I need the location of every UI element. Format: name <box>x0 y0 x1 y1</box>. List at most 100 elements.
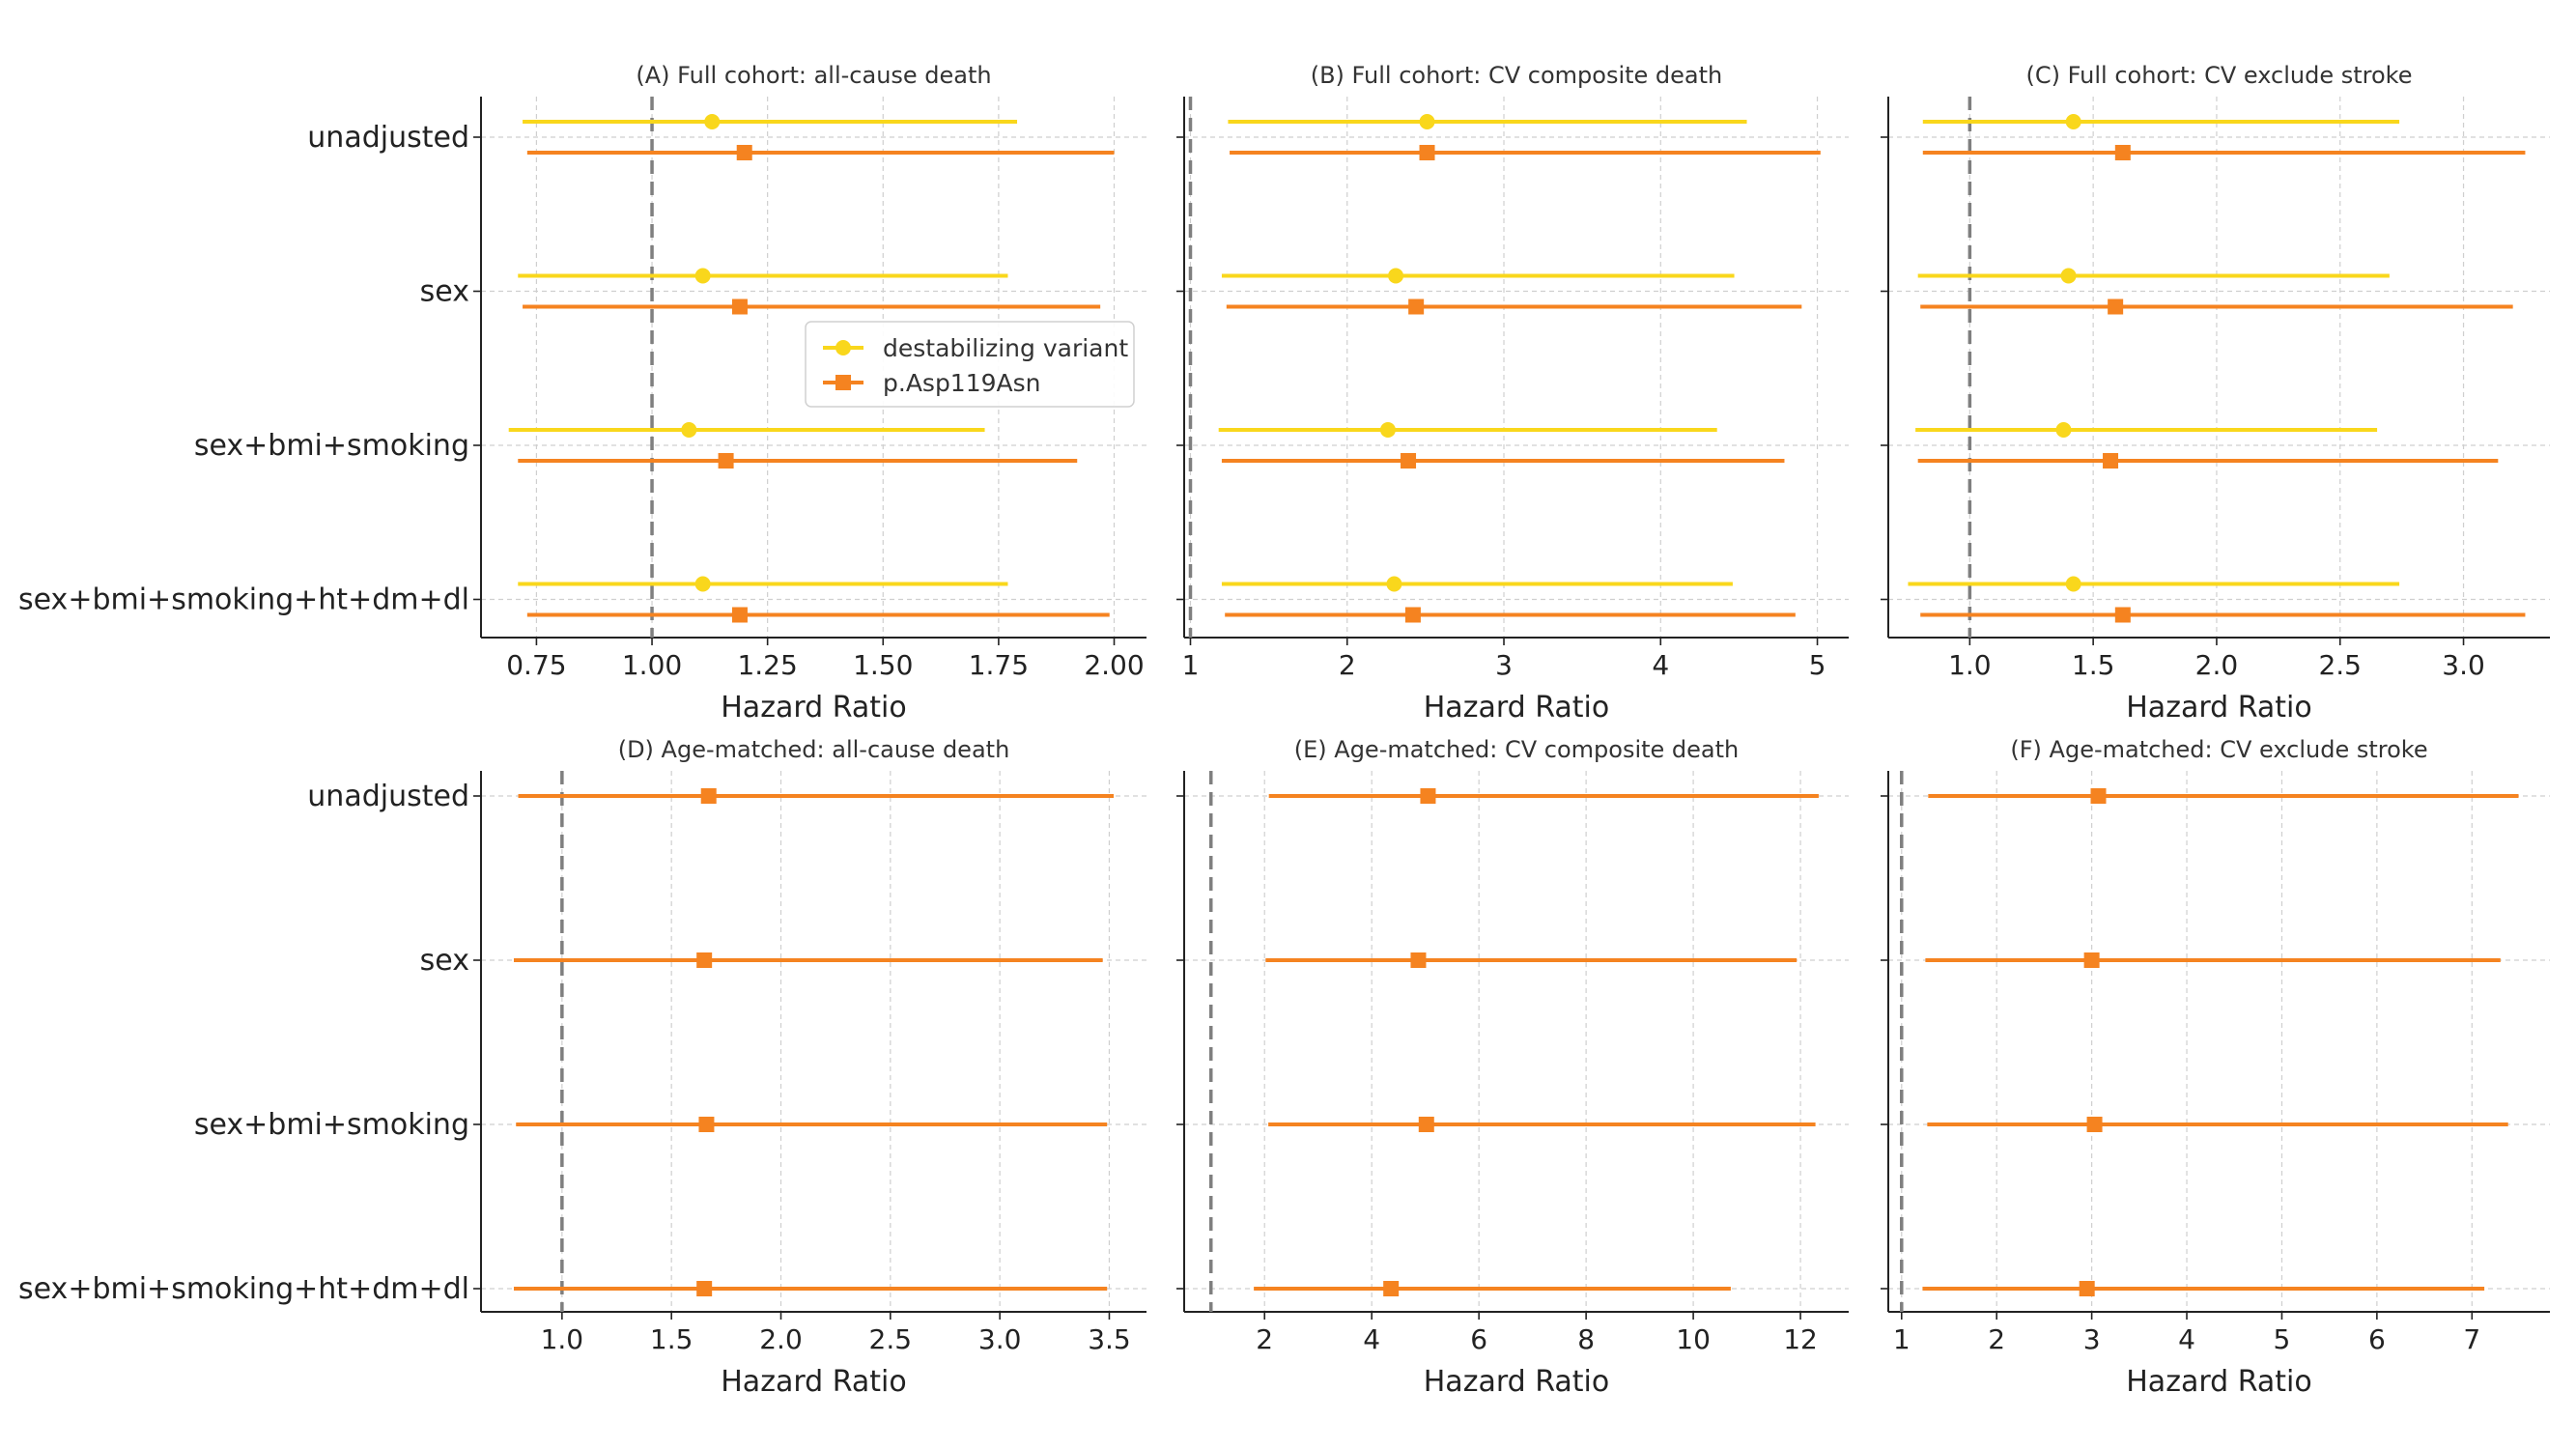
panel-title: (F) Age-matched: CV exclude stroke <box>2010 736 2427 763</box>
hr-point-p-asp119asn-sex <box>1408 298 1425 315</box>
panel-title: (B) Full cohort: CV composite death <box>1311 62 1723 89</box>
legend-box <box>805 321 1135 408</box>
x-tick-label: 2 <box>1256 1323 1273 1355</box>
hr-point-p-asp119asn-sex-bmi-smoking <box>1418 1117 1434 1132</box>
x-tick-label: 6 <box>2368 1323 2386 1355</box>
x-tick-label: 1 <box>1893 1323 1911 1355</box>
hr-point-destabilizing-variant-sex-bmi-smoking <box>2055 422 2072 438</box>
x-axis-title: Hazard Ratio <box>721 1365 906 1399</box>
hr-point-p-asp119asn-unadjusted <box>736 145 752 160</box>
legend: destabilizing variant p.Asp119Asn <box>805 321 1135 408</box>
hr-point-p-asp119asn-unadjusted <box>1419 145 1435 160</box>
hr-point-p-asp119asn-sex-bmi-smoking-ht-dm-dl <box>731 607 748 623</box>
panel-b: 1 2 3 4 5 (B) Full cohort: CV composite death… <box>1176 62 1849 724</box>
panel-title: (E) Age-matched: CV composite death <box>1294 736 1740 763</box>
hr-point-p-asp119asn-sex-bmi-smoking <box>1401 453 1417 469</box>
x-tick-label: 2 <box>1339 649 1356 681</box>
panel-e: 2 4 6 8 10 12 (E) Age-matched: CV composite de… <box>1176 736 1849 1399</box>
x-tick-label: 5 <box>1809 649 1826 681</box>
x-tick-label: 1.50 <box>853 649 913 681</box>
x-tick-label: 5 <box>2274 1323 2291 1355</box>
category-label-sex-bmi-smoking: sex+bmi+smoking <box>194 429 469 463</box>
x-tick-label: 2.0 <box>759 1323 803 1355</box>
legend-label-destabilizing-variant: destabilizing variant <box>883 334 1128 362</box>
x-tick-label: 3 <box>2083 1323 2101 1355</box>
panel-title: (A) Full cohort: all-cause death <box>636 62 991 89</box>
panel-title: (C) Full cohort: CV exclude stroke <box>2026 62 2413 89</box>
x-tick-label: 2.5 <box>2318 649 2362 681</box>
x-tick-label: 1.25 <box>737 649 797 681</box>
hr-point-destabilizing-variant-sex-bmi-smoking-ht-dm-dl <box>1386 576 1402 592</box>
x-tick-label: 1.75 <box>969 649 1029 681</box>
hr-point-p-asp119asn-sex-bmi-smoking <box>2086 1117 2103 1132</box>
hr-point-p-asp119asn-sex-bmi-smoking-ht-dm-dl <box>1404 607 1421 623</box>
x-tick-label: 6 <box>1470 1323 1487 1355</box>
x-tick-label: 3 <box>1495 649 1513 681</box>
hr-point-destabilizing-variant-sex <box>2060 268 2077 284</box>
x-tick-label: 10 <box>1676 1323 1711 1355</box>
x-axis-title: Hazard Ratio <box>2126 691 2311 724</box>
x-tick-label: 1 <box>1182 649 1200 681</box>
x-tick-label: 2.00 <box>1084 649 1144 681</box>
x-axis-title: Hazard Ratio <box>1424 1365 1609 1399</box>
legend-marker-destabilizing-variant <box>835 340 851 355</box>
x-tick-label: 3.0 <box>2442 649 2485 681</box>
hr-point-destabilizing-variant-unadjusted <box>1419 114 1435 129</box>
x-tick-label: 8 <box>1577 1323 1595 1355</box>
panel-d: 1.0 1.5 2.0 2.5 3.0 3.5 unadjusted sex sex+bmi+s… <box>18 736 1146 1399</box>
x-tick-label: 1.5 <box>2072 649 2115 681</box>
panel-f: 1 2 3 4 5 6 7 (F) Age-matched: CV exclude strok… <box>1881 736 2550 1399</box>
hr-point-destabilizing-variant-sex-bmi-smoking-ht-dm-dl <box>2065 576 2081 592</box>
panel-a: 0.75 1.00 1.25 1.50 1.75 2.00 unadjusted sex sex… <box>18 62 1146 724</box>
hr-point-p-asp119asn-sex <box>696 952 713 968</box>
category-label-unadjusted: unadjusted <box>307 780 469 813</box>
x-tick-label: 12 <box>1783 1323 1818 1355</box>
hr-point-p-asp119asn-unadjusted <box>2090 788 2107 804</box>
hr-point-p-asp119asn-sex-bmi-smoking-ht-dm-dl <box>2114 607 2131 623</box>
hr-point-p-asp119asn-sex-bmi-smoking-ht-dm-dl <box>2079 1281 2095 1296</box>
x-tick-label: 4 <box>1363 1323 1380 1355</box>
hr-point-p-asp119asn-sex <box>731 298 748 315</box>
hr-point-destabilizing-variant-sex-bmi-smoking <box>1379 422 1396 438</box>
hr-point-p-asp119asn-sex <box>2083 952 2100 968</box>
category-label-sex-bmi-smoking-ht-dm-dl: sex+bmi+smoking+ht+dm+dl <box>18 583 469 617</box>
category-label-unadjusted: unadjusted <box>307 121 469 155</box>
hr-point-p-asp119asn-sex-bmi-smoking-ht-dm-dl <box>696 1281 713 1296</box>
hr-point-destabilizing-variant-sex <box>1388 268 1404 284</box>
panel-c: 1.0 1.5 2.0 2.5 3.0 (C) Full cohort: CV exclu… <box>1881 62 2550 724</box>
hr-point-destabilizing-variant-sex-bmi-smoking <box>681 422 697 438</box>
hr-point-destabilizing-variant-sex-bmi-smoking-ht-dm-dl <box>694 576 711 592</box>
panel-title: (D) Age-matched: all-cause death <box>618 736 1010 763</box>
category-label-sex-bmi-smoking: sex+bmi+smoking <box>194 1108 469 1142</box>
x-tick-label: 3.5 <box>1088 1323 1131 1355</box>
x-tick-label: 0.75 <box>506 649 566 681</box>
x-tick-label: 2 <box>1988 1323 2005 1355</box>
hr-point-destabilizing-variant-sex <box>694 268 711 284</box>
x-tick-label: 1.0 <box>1948 649 1992 681</box>
legend-marker-p-asp119asn <box>835 375 851 390</box>
hr-point-p-asp119asn-sex-bmi-smoking <box>698 1117 715 1132</box>
hr-point-p-asp119asn-unadjusted <box>700 788 717 804</box>
hr-point-destabilizing-variant-unadjusted <box>704 114 721 129</box>
hr-point-p-asp119asn-sex-bmi-smoking <box>2103 453 2119 469</box>
x-tick-label: 2.5 <box>869 1323 913 1355</box>
hr-point-p-asp119asn-sex <box>2108 298 2124 315</box>
hr-point-p-asp119asn-sex <box>1410 952 1427 968</box>
legend-label-p-asp119asn: p.Asp119Asn <box>883 369 1041 397</box>
x-tick-label: 4 <box>1652 649 1669 681</box>
x-tick-label: 1.5 <box>650 1323 694 1355</box>
category-label-sex: sex <box>420 944 469 978</box>
x-axis-title: Hazard Ratio <box>721 691 906 724</box>
hr-point-p-asp119asn-sex-bmi-smoking <box>718 453 734 469</box>
x-tick-label: 7 <box>2463 1323 2480 1355</box>
x-tick-label: 4 <box>2178 1323 2195 1355</box>
x-tick-label: 1.0 <box>541 1323 584 1355</box>
hr-point-p-asp119asn-unadjusted <box>1420 788 1436 804</box>
hr-point-p-asp119asn-unadjusted <box>2114 145 2131 160</box>
category-label-sex-bmi-smoking-ht-dm-dl: sex+bmi+smoking+ht+dm+dl <box>18 1272 469 1306</box>
x-axis-title: Hazard Ratio <box>1424 691 1609 724</box>
category-label-sex: sex <box>420 275 469 309</box>
x-tick-label: 2.0 <box>2195 649 2239 681</box>
hr-point-destabilizing-variant-unadjusted <box>2065 114 2081 129</box>
x-axis-title: Hazard Ratio <box>2126 1365 2311 1399</box>
